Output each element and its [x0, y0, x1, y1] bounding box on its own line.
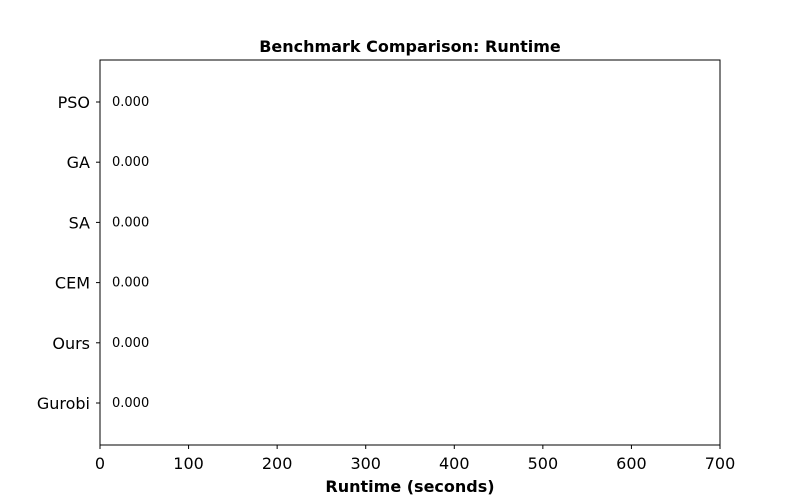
y-tick-label: SA	[69, 213, 90, 232]
y-tick-label: Ours	[52, 334, 90, 353]
bar-value-label: 0.000	[112, 396, 149, 411]
x-axis-label: Runtime (seconds)	[325, 477, 494, 496]
y-tick-label: CEM	[55, 274, 90, 293]
x-tick-label: 100	[173, 454, 204, 473]
x-tick-label: 0	[95, 454, 105, 473]
data-labels: 0.000 0.000 0.000 0.000 0.000 0.000	[112, 95, 149, 411]
bar-value-label: 0.000	[112, 95, 149, 110]
plot-area	[99, 59, 721, 446]
bar-value-label: 0.000	[112, 276, 149, 291]
x-tick-label: 500	[528, 454, 559, 473]
x-tick-label: 200	[262, 454, 293, 473]
x-tick-label: 300	[350, 454, 381, 473]
chart-title: Benchmark Comparison: Runtime	[259, 37, 561, 56]
y-tick-label: GA	[67, 153, 90, 172]
x-tick-label: 600	[616, 454, 647, 473]
y-tick-label: PSO	[58, 93, 90, 112]
y-tick-label: Gurobi	[37, 394, 90, 413]
x-tick-label: 400	[439, 454, 470, 473]
x-tick-label: 700	[705, 454, 736, 473]
y-axis: PSO GA SA CEM Ours Gurobi	[37, 93, 100, 413]
bar-value-label: 0.000	[112, 155, 149, 170]
bar-value-label: 0.000	[112, 336, 149, 351]
bar-value-label: 0.000	[112, 215, 149, 230]
x-axis: 0 100 200 300 400 500 600 700	[95, 445, 735, 473]
